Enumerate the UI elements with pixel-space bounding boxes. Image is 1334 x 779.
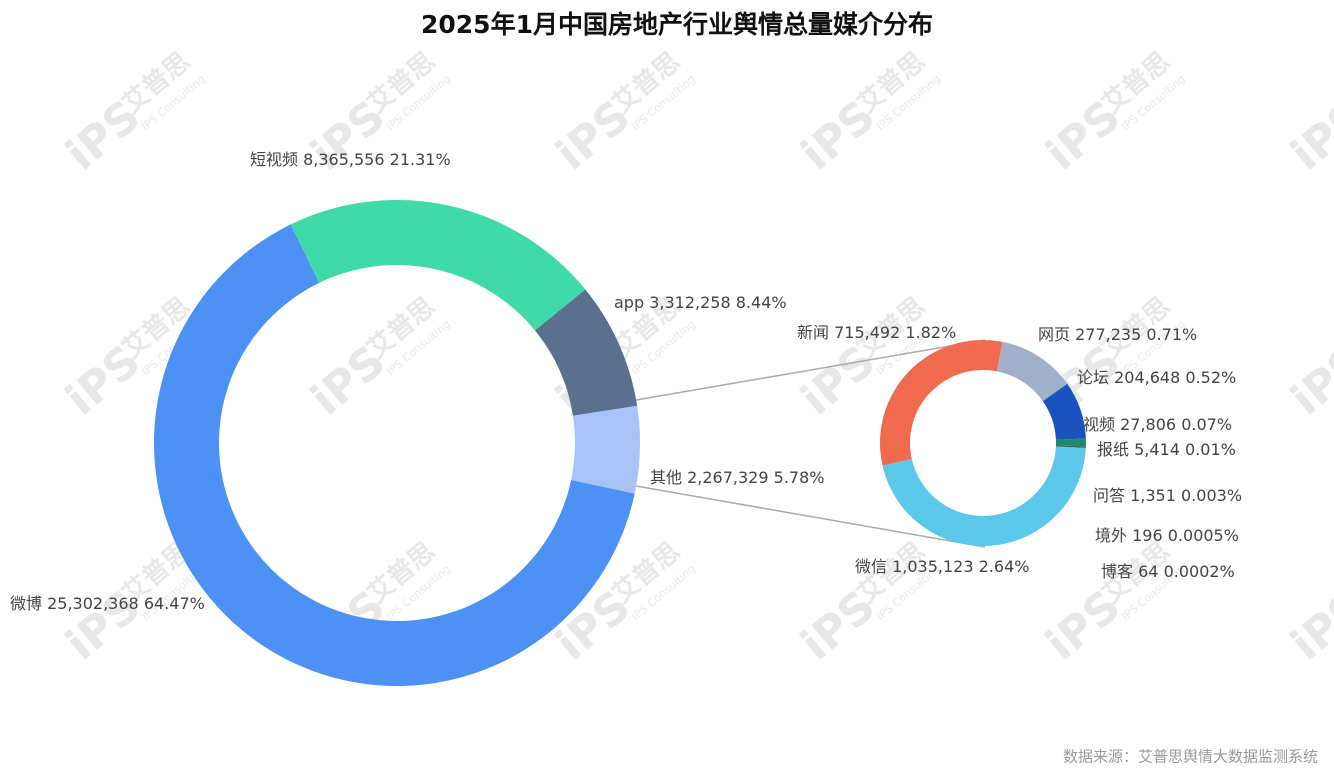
label-category: 境外 [1095, 526, 1127, 545]
label-value: 277,235 [1075, 325, 1141, 344]
donut-slice [1042, 383, 1086, 440]
slice-label: 视频 27,806 0.07% [1083, 415, 1232, 434]
slice-label: 短视频 8,365,556 21.31% [250, 150, 451, 169]
label-category: 论坛 [1077, 368, 1109, 387]
label-category: 网页 [1038, 325, 1070, 344]
label-value: 1,035,123 [892, 557, 973, 576]
slice-label: 博客 64 0.0002% [1101, 562, 1235, 581]
donut-slice [1055, 446, 1086, 449]
label-category: 问答 [1093, 486, 1125, 505]
label-percent: 0.0005% [1168, 526, 1239, 545]
slice-label: 微博 25,302,368 64.47% [10, 594, 205, 613]
label-category: 微信 [855, 557, 887, 576]
donut-slice [1055, 446, 1086, 449]
label-value: 5,414 [1134, 440, 1180, 459]
label-value: 2,267,329 [687, 468, 768, 487]
source-note: 数据来源：艾普思舆情大数据监测系统 [1063, 748, 1318, 766]
watermark-logo: iPS [1282, 336, 1334, 426]
label-category: 微博 [10, 594, 42, 613]
label-percent: 0.71% [1146, 325, 1197, 344]
donut-slice [882, 446, 1086, 547]
label-category: 博客 [1101, 562, 1133, 581]
slice-label: 报纸 5,414 0.01% [1097, 440, 1236, 459]
donut-slice [1055, 446, 1086, 449]
slice-label: 境外 196 0.0005% [1095, 526, 1239, 545]
label-category: 短视频 [250, 150, 298, 169]
label-value: 8,365,556 [303, 150, 384, 169]
slice-label: 其他 2,267,329 5.78% [650, 468, 824, 487]
label-value: 196 [1132, 526, 1163, 545]
label-category: app [614, 293, 644, 312]
label-value: 27,806 [1120, 415, 1176, 434]
label-percent: 0.07% [1181, 415, 1232, 434]
donut-slice [1055, 438, 1086, 447]
label-value: 25,302,368 [47, 594, 139, 613]
label-percent: 0.003% [1181, 486, 1242, 505]
label-percent: 2.64% [979, 557, 1030, 576]
watermark-logo: iPS [1282, 581, 1334, 671]
label-percent: 1.82% [905, 323, 956, 342]
label-value: 3,312,258 [649, 293, 730, 312]
donut-slice [1055, 445, 1086, 448]
label-value: 204,648 [1114, 368, 1180, 387]
label-percent: 0.52% [1185, 368, 1236, 387]
slice-label: 微信 1,035,123 2.64% [855, 557, 1029, 576]
label-percent: 21.31% [390, 150, 451, 169]
donut-slice [290, 200, 586, 331]
donut-slice [996, 341, 1068, 402]
label-category: 视频 [1083, 415, 1115, 434]
slice-label: 论坛 204,648 0.52% [1077, 368, 1236, 387]
label-percent: 5.78% [774, 468, 825, 487]
slice-label: app 3,312,258 8.44% [614, 293, 787, 312]
connector-line [635, 339, 986, 401]
slice-label: 新闻 715,492 1.82% [797, 323, 956, 342]
donut-slice [880, 340, 1003, 466]
label-category: 新闻 [797, 323, 829, 342]
label-value: 715,492 [834, 323, 900, 342]
label-percent: 8.44% [736, 293, 787, 312]
label-value: 64 [1138, 562, 1158, 581]
label-percent: 0.0002% [1164, 562, 1235, 581]
label-category: 报纸 [1097, 440, 1129, 459]
label-category: 其他 [650, 468, 682, 487]
donut-slice [571, 405, 641, 494]
donut-slice [534, 289, 638, 416]
label-percent: 64.47% [144, 594, 205, 613]
label-value: 1,351 [1130, 486, 1176, 505]
slice-label: 问答 1,351 0.003% [1093, 486, 1242, 505]
label-percent: 0.01% [1185, 440, 1236, 459]
slice-label: 网页 277,235 0.71% [1038, 325, 1197, 344]
watermark-logo: iPS [1282, 91, 1334, 181]
chart-title: 2025年1月中国房地产行业舆情总量媒介分布 [421, 10, 933, 39]
connector-line [635, 485, 986, 548]
